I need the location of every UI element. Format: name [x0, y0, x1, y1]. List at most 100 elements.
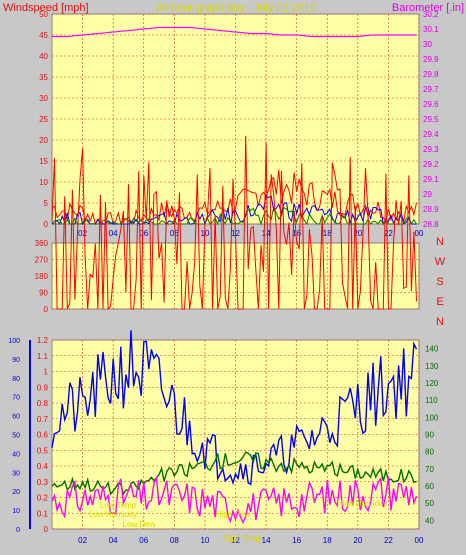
tick-label-hour: 12 — [231, 536, 240, 545]
tick-label-wind: 45 — [39, 31, 48, 40]
compass-label: N — [436, 236, 444, 248]
annotation-label: Low Dew — [123, 520, 156, 529]
tick-label-hour: 14 — [262, 229, 271, 238]
tick-label-hour: 22 — [384, 536, 393, 545]
tick-label-wind: 0 — [44, 220, 49, 229]
tick-label-temperature: 80 — [425, 448, 434, 457]
compass-label: N — [436, 316, 444, 328]
tick-label-barometer: 28.9 — [423, 205, 439, 214]
tick-label-temperature: 70 — [425, 465, 434, 474]
panel-rain-humidity-temp-axis-labels: 0 0.1 0.2 0.3 0.4 0.5 0.6 0.7 0.8 0.9 1 1.1 1.2 0 10 20… — [8, 336, 439, 545]
tick-label-hour: 20 — [353, 536, 362, 545]
series-humidity — [51, 330, 418, 486]
tick-label-hour: 04 — [109, 229, 118, 238]
tick-label-temperature: 50 — [425, 499, 434, 508]
annotation-label: High Dew — [216, 510, 251, 519]
series-dewpoint — [51, 475, 418, 525]
tick-label-direction: 270 — [35, 256, 49, 265]
tick-label-wind: 25 — [39, 115, 48, 124]
tick-label-temperature: 90 — [425, 431, 434, 440]
tick-label-direction: 180 — [35, 272, 49, 281]
compass-label: S — [436, 276, 443, 288]
tick-label-rain: 0.5 — [37, 446, 49, 455]
tick-label-direction: 90 — [39, 289, 48, 298]
series-temperature — [51, 451, 417, 496]
tick-label-rain: 0.1 — [37, 509, 49, 518]
tick-label-rain: 0.2 — [37, 494, 49, 503]
tick-label-hour: 08 — [170, 536, 179, 545]
tick-label-barometer: 29.4 — [423, 130, 439, 139]
tick-label-hour: 22 — [384, 229, 393, 238]
series-barometer — [52, 26, 417, 38]
panel-wind-direction-series — [51, 135, 417, 311]
tick-label-barometer: 30 — [423, 40, 432, 49]
tick-label-humidity: 30 — [12, 470, 20, 477]
panel-rain-humidity-temp-series — [51, 330, 418, 525]
annotation-label: Low Temp — [100, 501, 137, 510]
tick-label-wind: 50 — [39, 10, 48, 19]
tick-label-barometer: 28.8 — [423, 220, 439, 229]
tick-label-wind: 40 — [39, 52, 48, 61]
tick-label-temperature: 40 — [425, 516, 434, 525]
tick-label-rain: 0.6 — [37, 431, 49, 440]
tick-label-hour: 10 — [200, 536, 209, 545]
tick-label-temperature: 130 — [425, 362, 439, 371]
tick-label-rain: 1 — [44, 368, 49, 377]
tick-label-humidity: 80 — [12, 376, 20, 383]
tick-label-barometer: 29.6 — [423, 100, 439, 109]
tick-label-hour: 14 — [262, 536, 271, 545]
tick-label-hour: 04 — [109, 536, 118, 545]
tick-label-barometer: 30.2 — [423, 10, 439, 19]
compass-label: W — [435, 256, 446, 268]
tick-label-temperature: 100 — [425, 413, 439, 422]
tick-label-hour: 08 — [170, 229, 179, 238]
tick-label-humidity: 20 — [12, 489, 20, 496]
tick-label-hour: 06 — [139, 536, 148, 545]
tick-label-wind: 10 — [39, 178, 48, 187]
tick-label-hour: 06 — [139, 229, 148, 238]
tick-label-direction: 0 — [44, 305, 49, 314]
tick-label-rain: 0.4 — [37, 462, 49, 471]
chart-title: 24 hour graph day : July 03 2015 — [156, 2, 317, 14]
tick-label-barometer: 30.1 — [423, 25, 439, 34]
annotation-label: High Temp — [224, 534, 263, 543]
tick-label-rain: 0.3 — [37, 478, 49, 487]
annotation-label: Low Humidity — [89, 510, 137, 519]
compass-label: E — [436, 296, 443, 308]
tick-label-hour: 02 — [78, 229, 87, 238]
tick-label-humidity: 100 — [8, 338, 20, 345]
tick-label-barometer: 29.3 — [423, 145, 439, 154]
tick-label-humidity: 40 — [12, 451, 20, 458]
tick-label-wind: 20 — [39, 136, 48, 145]
tick-label-humidity: 60 — [12, 414, 20, 421]
tick-label-barometer: 29.5 — [423, 115, 439, 124]
tick-label-temperature: 110 — [425, 396, 438, 405]
tick-label-rain: 0.7 — [37, 415, 49, 424]
tick-label-temperature: 60 — [425, 482, 434, 491]
tick-label-barometer: 29.1 — [423, 175, 439, 184]
tick-label-rain: 0 — [44, 525, 49, 534]
tick-label-temperature: 140 — [425, 345, 439, 354]
tick-label-barometer: 29.9 — [423, 55, 439, 64]
tick-label-wind: 30 — [39, 94, 48, 103]
tick-label-hour: 18 — [323, 229, 332, 238]
tick-label-barometer: 29.2 — [423, 160, 439, 169]
tick-label-wind: 15 — [39, 157, 48, 166]
tick-label-rain: 1.2 — [37, 336, 49, 345]
tick-label-barometer: 29.8 — [423, 70, 439, 79]
barometer-axis-title: Barometer [.in] — [392, 2, 464, 14]
tick-label-humidity: 90 — [12, 357, 20, 364]
tick-label-hour: 16 — [292, 536, 301, 545]
tick-label-hour: 10 — [200, 229, 209, 238]
wind-axis-title: Windspeed [mph] — [3, 2, 89, 14]
tick-label-rain: 0.8 — [37, 399, 49, 408]
tick-label-wind: 5 — [44, 199, 49, 208]
tick-label-direction: 360 — [35, 239, 49, 248]
tick-label-humidity: 0 — [16, 527, 20, 534]
tick-label-barometer: 29.7 — [423, 85, 439, 94]
panel-wind-baro-axis-labels: 0 5 10 15 20 25 30 35 40 45 50 28.8 28.9 29 29.1 29.2 29… — [39, 10, 439, 238]
tick-label-hour: 20 — [353, 229, 362, 238]
tick-label-hour: 16 — [292, 229, 301, 238]
